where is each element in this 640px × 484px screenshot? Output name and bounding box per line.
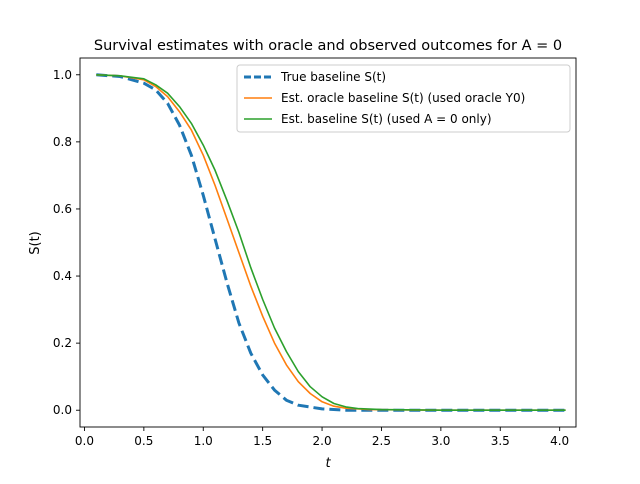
legend-label-3: Est. baseline S(t) (used A = 0 only): [281, 112, 492, 126]
x-tick-label: 2.0: [313, 434, 332, 448]
x-tick-label: 2.5: [372, 434, 391, 448]
x-axis: 0.0 0.5 1.0 1.5 2.0 2.5 3.0 3.5 4.0: [75, 427, 569, 448]
y-tick-label: 0.6: [53, 202, 72, 216]
plot-area: [96, 73, 566, 412]
x-axis-label: t: [325, 456, 331, 471]
x-tick-label: 1.0: [194, 434, 213, 448]
y-tick-label: 0.4: [53, 269, 72, 283]
x-tick-label: 0.0: [75, 434, 94, 448]
y-tick-label: 0.0: [53, 403, 72, 417]
chart-title: Survival estimates with oracle and obser…: [94, 38, 562, 54]
legend-label-1: True baseline S(t): [280, 70, 386, 84]
series-line-1: [96, 73, 566, 412]
y-tick-label: 0.8: [53, 135, 72, 149]
legend: True baseline S(t) Est. oracle baseline S…: [236, 64, 571, 133]
axes-frame: [79, 57, 577, 428]
x-tick-label: 3.5: [491, 434, 510, 448]
y-axis: 0.0 0.2 0.4 0.6 0.8 1.0: [53, 68, 80, 417]
x-tick-label: 0.5: [134, 434, 153, 448]
x-tick-label: 3.0: [431, 434, 450, 448]
y-axis-label: S(t): [28, 231, 43, 255]
legend-box: [236, 64, 571, 133]
x-tick-label: 4.0: [550, 434, 569, 448]
y-tick-label: 1.0: [53, 68, 72, 82]
y-tick-label: 0.2: [53, 336, 72, 350]
series-line-2: [96, 74, 566, 412]
x-tick-label: 1.5: [253, 434, 272, 448]
legend-label-2: Est. oracle baseline S(t) (used oracle Y…: [281, 91, 525, 105]
series-line-3: [96, 74, 566, 412]
